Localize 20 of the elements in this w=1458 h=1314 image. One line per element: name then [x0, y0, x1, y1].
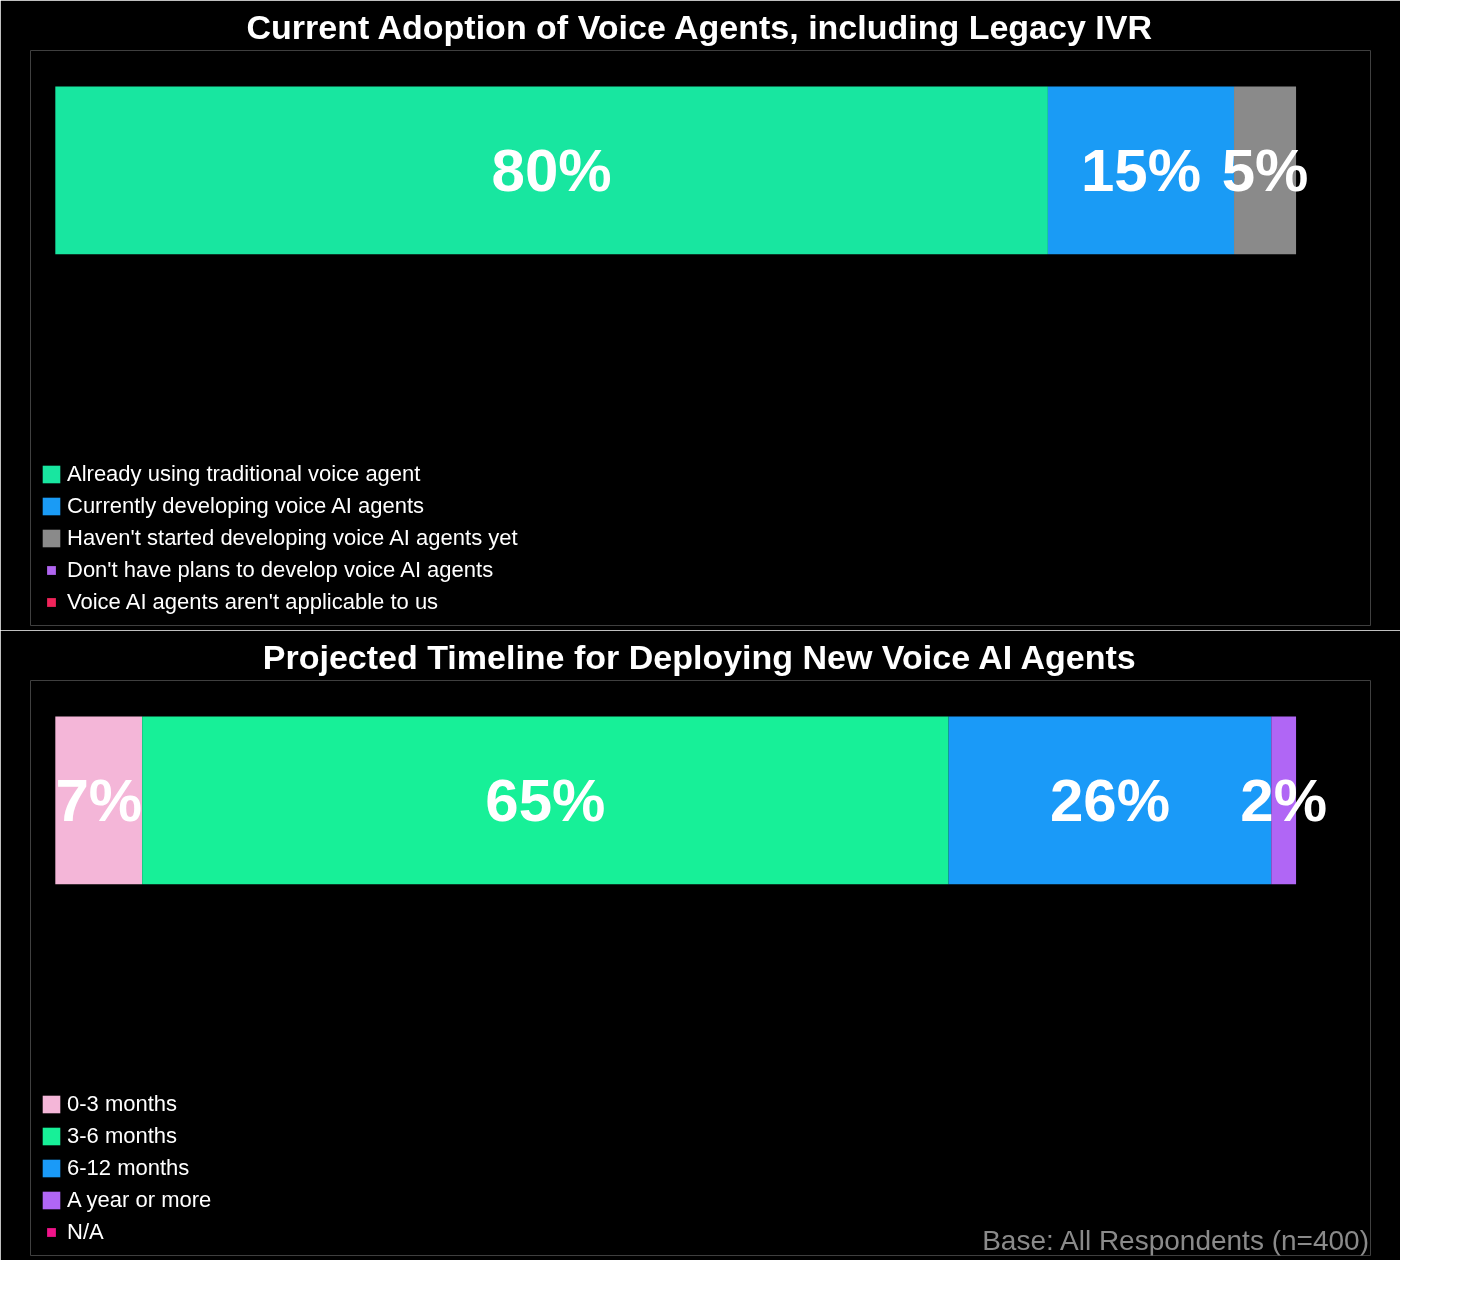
bar [142, 716, 949, 885]
legend-label: 0-3 months [67, 1091, 178, 1117]
legend-label: Haven't started developing voice AI agents yet [67, 525, 518, 551]
legend-label: 6-12 months [67, 1155, 190, 1181]
text: Base: All Respondents (n=400) [982, 1224, 1369, 1256]
chart-title: Projected Timeline for Deploying New Voice AI Agents [262, 637, 1136, 676]
legend-label: Don't have plans to develop voice AI agents [67, 557, 494, 583]
chart-title: Current Adoption of Voice Agents, including Legacy IVR [246, 7, 1152, 46]
legend-label: 3-6 months [67, 1123, 178, 1149]
data-label: 15% [1080, 136, 1202, 204]
data-label: 80% [491, 136, 612, 204]
legend-label: N/A [67, 1219, 104, 1245]
legend-label: A year or more [67, 1187, 212, 1213]
data-label: 2% [1240, 766, 1328, 834]
legend-label: Currently developing voice AI agents [67, 493, 425, 519]
data-label: 65% [485, 766, 606, 834]
legend-label: Already using traditional voice agent [67, 461, 421, 487]
data-label: 7% [55, 766, 143, 834]
data-label: 26% [1049, 766, 1170, 834]
legend-label: Voice AI agents aren't applicable to us [67, 589, 439, 615]
